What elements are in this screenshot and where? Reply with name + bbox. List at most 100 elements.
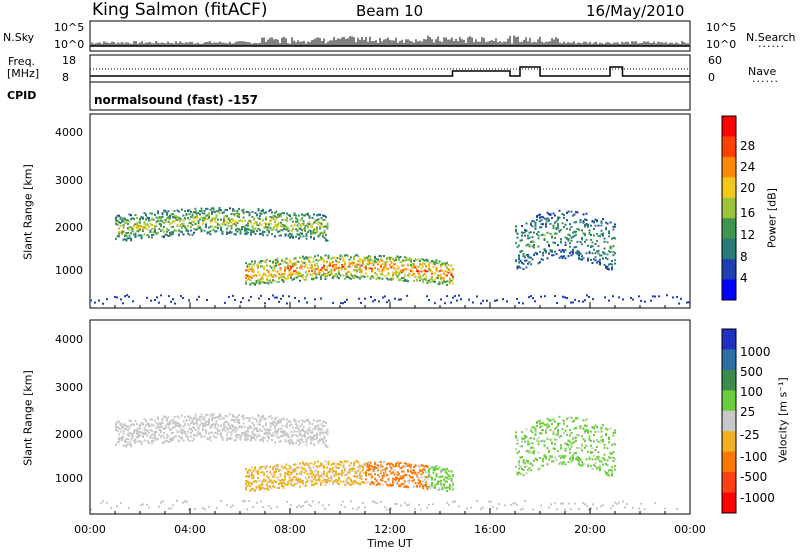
velocity-cell — [326, 445, 329, 448]
power-cell — [536, 253, 538, 256]
velocity-cell — [252, 474, 255, 477]
velocity-cell — [172, 419, 174, 422]
velocity-cell — [299, 425, 302, 428]
power-cell — [278, 221, 281, 224]
power-cell — [320, 217, 323, 220]
power-cell — [242, 208, 245, 211]
power-cell — [333, 269, 336, 272]
power-cell — [316, 226, 318, 229]
power-cell — [527, 243, 529, 246]
power-cell — [232, 212, 234, 215]
power-cell — [516, 267, 519, 270]
velocity-cell — [260, 438, 263, 441]
power-cell — [434, 280, 436, 283]
velocity-cb-neg500: -500 — [740, 470, 768, 484]
power-cell — [280, 213, 282, 216]
power-cell — [179, 217, 182, 220]
power-cell — [143, 220, 146, 223]
power-cell — [167, 229, 170, 232]
velocity-cell — [408, 463, 411, 466]
power-cell — [169, 217, 171, 220]
power-cell — [528, 261, 531, 264]
velocity-cell — [270, 507, 272, 510]
velocity-cell — [308, 422, 311, 425]
velocity-cb-25: 25 — [740, 405, 756, 419]
power-cell — [542, 233, 544, 236]
velocity-colorbar-segment — [722, 369, 736, 391]
velocity-cell — [347, 460, 349, 463]
power-cell — [530, 263, 532, 266]
power-cell — [178, 217, 180, 220]
velocity-cell — [402, 485, 405, 488]
power-cell — [573, 221, 576, 224]
power-cell — [374, 298, 376, 301]
velocity-cell — [413, 469, 415, 472]
power-cell — [341, 263, 343, 266]
velocity-cell — [249, 481, 252, 484]
power-cell — [172, 216, 174, 219]
velocity-cell — [279, 479, 282, 482]
velocity-cell — [354, 475, 357, 478]
velocity-cell — [405, 462, 408, 465]
power-cell — [326, 266, 328, 269]
velocity-cell — [371, 476, 373, 479]
velocity-cell — [600, 439, 603, 442]
power-cell — [582, 221, 585, 224]
power-cell — [431, 259, 433, 262]
power-cell — [244, 232, 246, 235]
velocity-cell — [281, 429, 284, 432]
velocity-cell — [272, 475, 274, 478]
velocity-cell — [292, 433, 294, 436]
velocity-cell — [606, 428, 609, 431]
velocity-cell — [338, 483, 340, 486]
power-cell — [336, 274, 339, 277]
velocity-cell — [290, 478, 292, 481]
power-cell — [265, 218, 267, 221]
power-cell — [533, 231, 535, 234]
velocity-cell — [426, 506, 428, 509]
power-cell — [255, 281, 258, 284]
xtick-0800: 08:00 — [274, 523, 306, 536]
velocity-cell — [425, 476, 427, 479]
power-cell — [567, 239, 570, 242]
power-cell — [426, 279, 429, 282]
power-cell — [438, 283, 441, 286]
power-cell — [230, 231, 233, 234]
power-cell — [181, 231, 183, 234]
velocity-cell — [233, 428, 236, 431]
power-cell — [246, 266, 249, 269]
power-cell — [233, 213, 236, 216]
power-cell — [561, 248, 564, 251]
power-cell — [374, 260, 376, 263]
velocity-cell — [134, 438, 137, 441]
power-cell — [316, 214, 318, 217]
power-cell — [298, 300, 300, 303]
velocity-cell — [542, 464, 544, 467]
velocity-cell — [235, 426, 237, 429]
velocity-cell — [319, 427, 321, 430]
velocity-cell — [265, 422, 267, 425]
power-cell — [158, 220, 161, 223]
velocity-cell — [434, 467, 436, 470]
power-cell — [264, 302, 266, 305]
velocity-cell — [239, 425, 242, 428]
velocity-cell — [187, 430, 189, 433]
velocity-cell — [215, 422, 218, 425]
power-cell — [191, 212, 194, 215]
velocity-cell — [291, 471, 294, 474]
power-cell — [393, 267, 396, 270]
velocity-cell — [251, 437, 254, 440]
velocity-cell — [572, 456, 574, 459]
velocity-cell — [407, 464, 409, 467]
velocity-cell — [140, 504, 142, 507]
velocity-cell — [302, 434, 305, 437]
power-cell — [269, 273, 271, 276]
power-cell — [308, 229, 311, 232]
velocity-cell — [226, 437, 228, 440]
power-cell — [585, 212, 588, 215]
power-cell — [368, 267, 370, 270]
velocity-cell — [356, 475, 358, 478]
velocity-cell — [407, 469, 409, 472]
velocity-cell — [151, 430, 153, 433]
velocity-cell — [587, 431, 589, 434]
